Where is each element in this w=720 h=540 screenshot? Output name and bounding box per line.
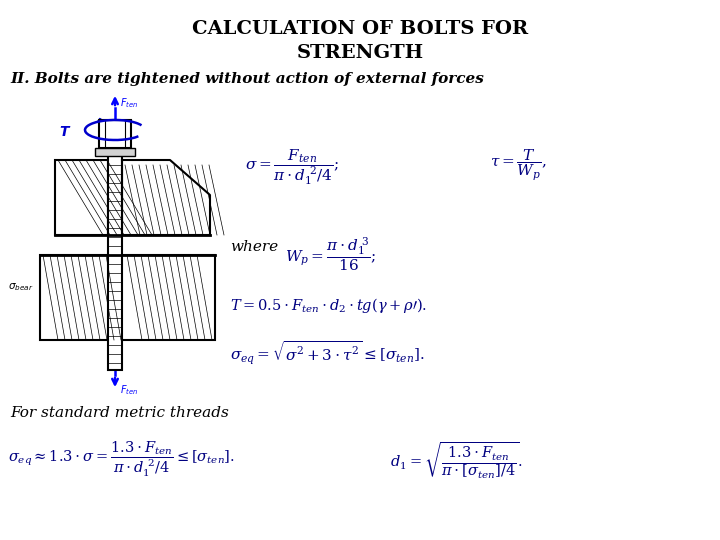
Bar <box>95 148 135 156</box>
Text: $\tau = \dfrac{T}{W_p}$,: $\tau = \dfrac{T}{W_p}$, <box>490 148 547 183</box>
Polygon shape <box>122 160 210 235</box>
Text: $W_p = \dfrac{\pi \cdot d_1^{\ 3}}{16}$;: $W_p = \dfrac{\pi \cdot d_1^{\ 3}}{16}$; <box>285 235 377 273</box>
Text: $d_1 = \sqrt{\dfrac{1.3 \cdot F_{ten}}{\pi \cdot [\sigma_{ten}] / 4}}.$: $d_1 = \sqrt{\dfrac{1.3 \cdot F_{ten}}{\… <box>390 440 523 481</box>
Bar <box>40 255 215 340</box>
Text: $F_{ten}$: $F_{ten}$ <box>120 96 138 110</box>
Text: $\sigma = \dfrac{F_{ten}}{\pi \cdot d_1^{\ 2} / 4}$;: $\sigma = \dfrac{F_{ten}}{\pi \cdot d_1^… <box>245 148 339 187</box>
Text: STRENGTH: STRENGTH <box>297 44 423 62</box>
Text: $\sigma_{eq} = \sqrt{\sigma^2 + 3 \cdot \tau^2} \leq [\sigma_{ten}].$: $\sigma_{eq} = \sqrt{\sigma^2 + 3 \cdot … <box>230 340 425 367</box>
Text: $F_{ten}$: $F_{ten}$ <box>120 383 138 397</box>
Text: $\sigma_{bear}$: $\sigma_{bear}$ <box>8 281 33 293</box>
Bar <box>99 120 131 148</box>
Text: T: T <box>59 125 68 139</box>
Text: For standard metric threads: For standard metric threads <box>10 406 229 420</box>
Text: CALCULATION OF BOLTS FOR: CALCULATION OF BOLTS FOR <box>192 20 528 38</box>
Text: $T = 0.5 \cdot F_{ten} \cdot d_2 \cdot tg(\gamma + \rho\prime).$: $T = 0.5 \cdot F_{ten} \cdot d_2 \cdot t… <box>230 296 427 315</box>
Text: where: where <box>230 240 278 254</box>
Bar <box>108 148 122 370</box>
Text: $\sigma_{eq} \approx 1.3 \cdot \sigma = \dfrac{1.3 \cdot F_{ten}}{\pi \cdot d_1^: $\sigma_{eq} \approx 1.3 \cdot \sigma = … <box>8 440 235 480</box>
Text: II. Bolts are tightened without action of external forces: II. Bolts are tightened without action o… <box>10 72 484 86</box>
Bar <box>55 160 108 235</box>
